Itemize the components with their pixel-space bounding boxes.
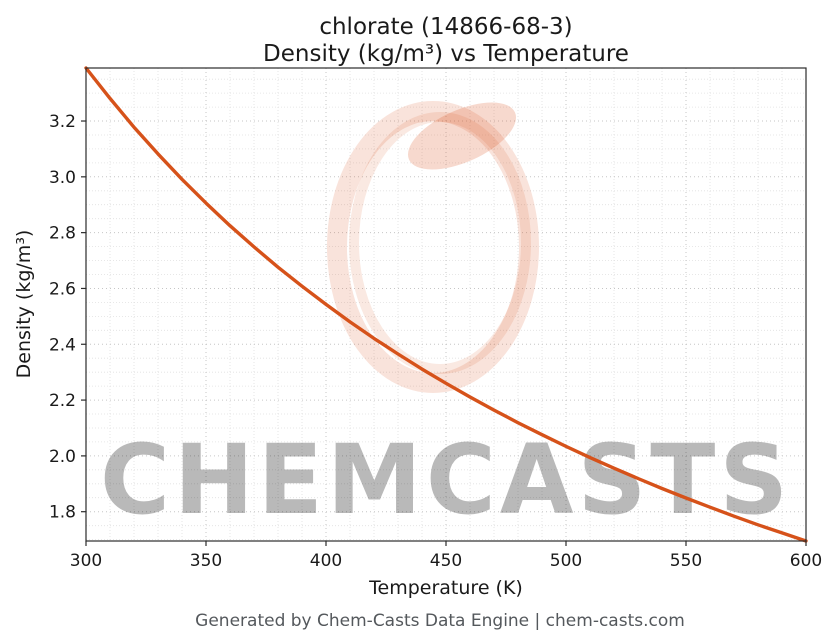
x-tick-label: 550 — [670, 551, 702, 571]
x-tick-label: 600 — [790, 551, 822, 571]
y-tick-label: 3.2 — [49, 112, 76, 132]
x-tick-label: 500 — [550, 551, 582, 571]
y-tick-label: 2.6 — [49, 279, 76, 299]
y-tick-label: 2.0 — [49, 447, 76, 467]
y-tick-label: 3.0 — [49, 168, 76, 188]
x-tick-label: 400 — [310, 551, 342, 571]
y-axis-ticks: 1.8 2.0 2.2 2.4 2.6 2.8 3.0 3.2 — [49, 112, 86, 523]
watermark-logo-icon — [327, 101, 539, 393]
x-tick-label: 350 — [190, 551, 222, 571]
x-axis-label: Temperature (K) — [368, 577, 523, 599]
density-curve — [84, 66, 808, 543]
y-tick-label: 2.2 — [49, 391, 76, 411]
watermark-text: CHEMCASTS — [100, 424, 792, 536]
y-tick-label: 2.4 — [49, 335, 76, 355]
y-tick-label: 1.8 — [49, 503, 76, 523]
x-tick-label: 450 — [430, 551, 462, 571]
x-axis-ticks: 300 350 400 450 500 550 600 — [70, 541, 822, 571]
y-tick-label: 2.8 — [49, 224, 76, 244]
density-line — [84, 66, 808, 543]
chart-title-line2: Density (kg/m³) vs Temperature — [263, 41, 629, 67]
y-axis-label: Density (kg/m³) — [13, 230, 35, 379]
footer-text: Generated by Chem-Casts Data Engine | ch… — [195, 611, 685, 631]
x-tick-label: 300 — [70, 551, 102, 571]
chart-title-line1: chlorate (14866-68-3) — [319, 14, 572, 40]
